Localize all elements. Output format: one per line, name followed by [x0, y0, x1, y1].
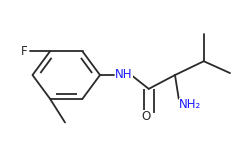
Text: NH: NH — [115, 68, 132, 81]
Text: O: O — [142, 110, 151, 123]
Text: F: F — [20, 45, 27, 58]
Text: NH₂: NH₂ — [179, 98, 201, 111]
